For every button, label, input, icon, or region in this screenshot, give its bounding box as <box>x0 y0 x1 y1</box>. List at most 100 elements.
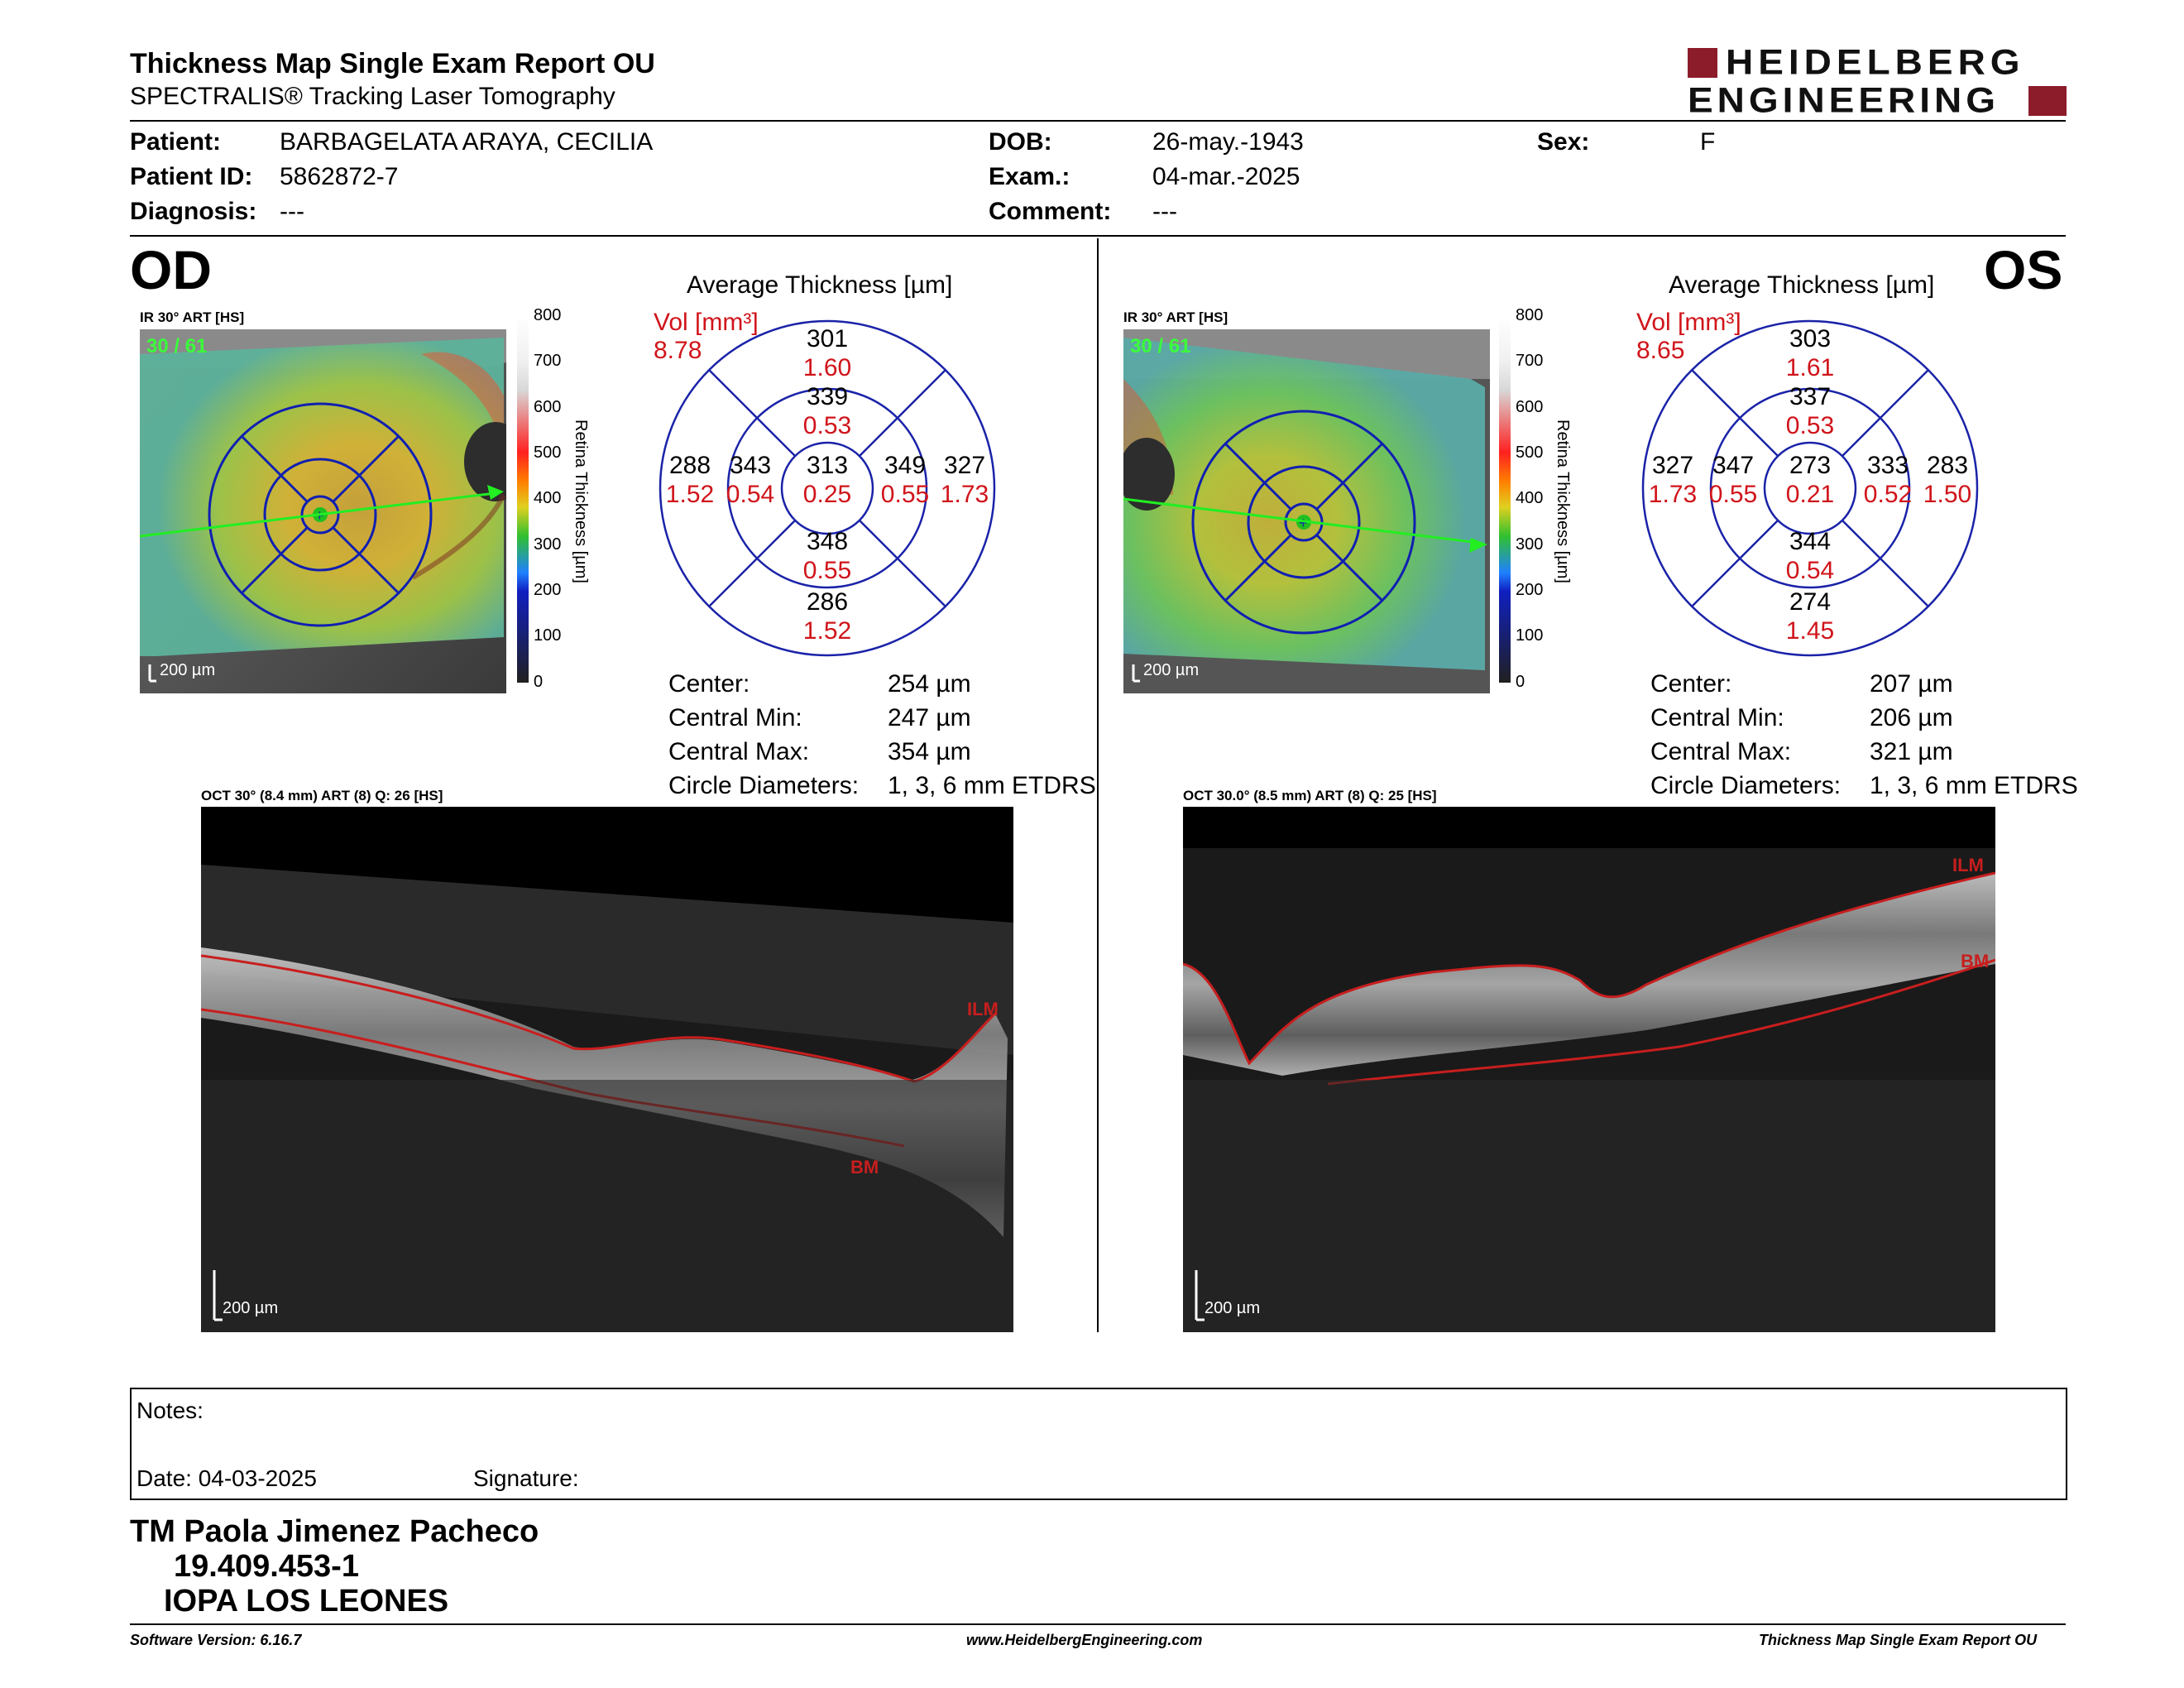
od-outer-right-vol: 1.73 <box>941 481 989 508</box>
report-title: Thickness Map Single Exam Report OU <box>130 48 655 79</box>
os-outer-left: 327 <box>1652 452 1693 479</box>
signoff-institution: IOPA LOS LEONES <box>164 1584 449 1618</box>
os-tick-600: 600 <box>1516 398 1544 416</box>
od-outer-left: 288 <box>669 452 711 479</box>
os-outer-left-vol: 1.73 <box>1649 481 1697 508</box>
diagnosis-value: --- <box>280 198 304 225</box>
od-oct-bscan: ILM BM 200 µm <box>201 807 1013 1332</box>
patient-label: Patient: <box>130 128 222 156</box>
od-tick-400: 400 <box>534 489 562 507</box>
os-diam-value: 1, 3, 6 mm ETDRS <box>1870 772 2078 799</box>
notes-box[interactable]: Notes: Date: 04-03-2025 Signature: <box>130 1388 2067 1500</box>
od-diam-label: Circle Diameters: <box>668 772 860 799</box>
od-oct-scale: 200 µm <box>223 1299 278 1317</box>
od-min-label: Central Min: <box>668 704 802 731</box>
os-vol-value: 8.65 <box>1636 337 1685 364</box>
os-oct-caption: OCT 30.0° (8.5 mm) ART (8) Q: 25 [HS] <box>1183 788 1437 803</box>
comment-label: Comment: <box>989 198 1112 225</box>
dob-label: DOB: <box>989 128 1052 156</box>
od-tick-0: 0 <box>534 673 544 691</box>
od-outer-sup-vol: 1.60 <box>803 354 851 381</box>
os-tick-300: 300 <box>1516 535 1544 554</box>
report-subtitle: SPECTRALIS® Tracking Laser Tomography <box>130 83 615 110</box>
os-inner-left: 347 <box>1712 452 1754 479</box>
os-vol-label: Vol [mm³] <box>1636 309 1741 336</box>
os-ir-caption: IR 30° ART [HS] <box>1123 309 1228 325</box>
os-map-scale: 200 µm <box>1143 661 1199 679</box>
os-inner-inf: 344 <box>1789 528 1831 555</box>
os-ilm-label: ILM <box>1952 855 1984 875</box>
od-center-vol: 0.25 <box>803 481 851 508</box>
od-center-value: 254 µm <box>888 670 971 698</box>
os-center-value: 207 µm <box>1870 670 1953 698</box>
os-outer-right: 283 <box>1927 452 1968 479</box>
od-inner-sup-vol: 0.53 <box>803 412 851 439</box>
od-tick-600: 600 <box>534 398 562 416</box>
od-outer-left-vol: 1.52 <box>666 481 714 508</box>
os-outer-inf: 274 <box>1789 588 1831 616</box>
od-inner-sup: 339 <box>807 383 848 410</box>
od-frame-counter: 30 / 61 <box>146 335 207 357</box>
od-tick-700: 700 <box>534 352 562 370</box>
od-ir-caption: IR 30° ART [HS] <box>140 309 245 325</box>
eye-divider <box>1097 238 1099 1332</box>
os-tick-0: 0 <box>1516 673 1525 691</box>
od-etdrs-grid: 301 1.60 339 0.53 288 1.52 343 0.54 313 … <box>654 314 1001 662</box>
od-oct-caption: OCT 30° (8.4 mm) ART (8) Q: 26 [HS] <box>201 788 443 803</box>
heidelberg-logo: HEIDELBERG ENGINEERING <box>1688 42 2068 120</box>
patient-rule <box>130 235 2066 237</box>
od-map-scale: 200 µm <box>160 661 215 679</box>
os-outer-inf-vol: 1.45 <box>1786 617 1834 645</box>
os-tick-200: 200 <box>1516 581 1544 599</box>
os-min-label: Central Min: <box>1650 704 1784 731</box>
header-rule <box>130 120 2066 122</box>
os-inner-right: 333 <box>1867 452 1909 479</box>
os-thickness-map: + 30 / 61 200 µm <box>1123 329 1490 693</box>
os-colorbar <box>1499 317 1511 683</box>
od-inner-inf: 348 <box>807 528 848 555</box>
logo-line1: HEIDELBERG <box>1726 42 2025 82</box>
exam-label: Exam.: <box>989 163 1070 190</box>
os-etdrs-grid: 303 1.61 337 0.53 327 1.73 347 0.55 273 … <box>1636 314 1984 662</box>
os-center-label: Center: <box>1650 670 1732 698</box>
notes-label: Notes: <box>136 1398 204 1423</box>
os-bm-label: BM <box>1961 951 1989 971</box>
os-inner-sup-vol: 0.53 <box>1786 412 1834 439</box>
od-inner-right: 349 <box>884 452 926 479</box>
od-max-value: 354 µm <box>888 738 971 765</box>
od-outer-inf: 286 <box>807 588 848 616</box>
diagnosis-label: Diagnosis: <box>130 198 257 225</box>
od-inner-right-vol: 0.55 <box>881 481 929 508</box>
os-max-label: Central Max: <box>1650 738 1792 765</box>
os-min-value: 206 µm <box>1870 704 1953 731</box>
signature-label: Signature: <box>473 1465 579 1491</box>
sex-label: Sex: <box>1537 128 1590 156</box>
os-inner-inf-vol: 0.54 <box>1786 557 1834 584</box>
od-tick-800: 800 <box>534 306 562 324</box>
os-inner-sup: 337 <box>1789 383 1831 410</box>
os-oct-scale: 200 µm <box>1205 1299 1260 1317</box>
od-tick-300: 300 <box>534 535 562 554</box>
od-colorbar-ticks: 800 700 600 500 400 300 200 100 0 <box>534 306 583 691</box>
signoff-rut: 19.409.453-1 <box>174 1549 359 1584</box>
od-min-value: 247 µm <box>888 704 971 731</box>
od-eye-label: OD <box>130 239 212 300</box>
website-link[interactable]: www.HeidelbergEngineering.com <box>966 1632 1203 1648</box>
od-diam-value: 1, 3, 6 mm ETDRS <box>888 772 1096 799</box>
os-colorbar-ticks: 800 700 600 500 400 300 200 100 0 <box>1516 306 1565 691</box>
od-inner-left-vol: 0.54 <box>726 481 774 508</box>
od-center-label: Center: <box>668 670 750 698</box>
os-inner-right-vol: 0.52 <box>1864 481 1912 508</box>
od-tick-100: 100 <box>534 626 562 645</box>
od-outer-right: 327 <box>944 452 985 479</box>
os-outer-sup-vol: 1.61 <box>1786 354 1834 381</box>
od-inner-left: 343 <box>730 452 771 479</box>
os-center: 273 <box>1789 452 1831 479</box>
os-avg-title: Average Thickness [µm] <box>1669 271 1935 299</box>
comment-value: --- <box>1152 198 1177 225</box>
od-colorbar <box>517 317 529 683</box>
od-inner-inf-vol: 0.55 <box>803 557 851 584</box>
od-ilm-label: ILM <box>967 999 999 1019</box>
os-tick-400: 400 <box>1516 489 1544 507</box>
footer-rule <box>130 1623 2066 1625</box>
